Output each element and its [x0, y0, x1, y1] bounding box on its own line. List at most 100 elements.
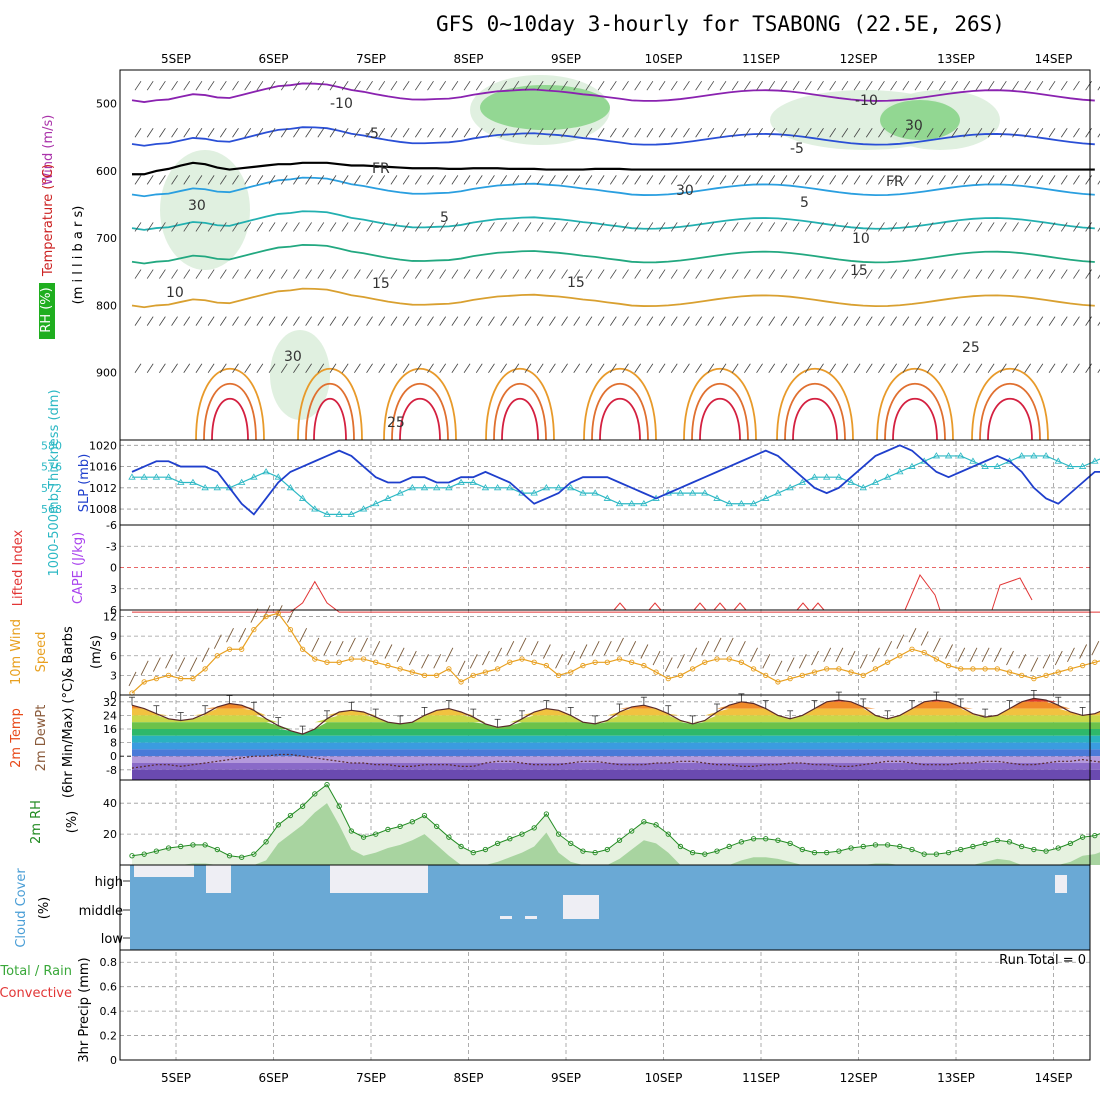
thickness-point: [347, 510, 356, 517]
wind-barb: [780, 175, 788, 185]
wind-barb: [561, 222, 568, 232]
wind-barb: [280, 222, 288, 232]
wind-barb: [524, 363, 532, 373]
y-axis-label: 2m DewPt: [34, 705, 49, 772]
wind-speed-line-point: [507, 659, 513, 665]
wind-barb: [427, 269, 434, 279]
wind-barb: [999, 222, 1007, 232]
wind-barb: [146, 269, 154, 279]
wind-barb: [439, 175, 447, 185]
wind-barb: [1036, 80, 1044, 91]
warm-contour-loop: [699, 398, 741, 441]
wind-barb: [414, 316, 422, 326]
warm-contour-loop: [784, 383, 846, 441]
contour-label: 25: [962, 340, 980, 356]
wind-barb: [500, 175, 507, 185]
wind-speed-line-point: [434, 672, 440, 679]
wind-barb: [177, 657, 186, 672]
wind-speed-line-point: [336, 659, 342, 665]
wind-barb: [207, 128, 215, 138]
wind-barb: [963, 128, 971, 138]
wind-speed-line-point: [811, 669, 818, 675]
wind-barb: [1073, 128, 1080, 138]
y-axis-label: 2m RH: [29, 800, 44, 844]
y-axis-label: SLP (mb): [77, 454, 92, 513]
wind-barb: [433, 654, 442, 669]
wind-barb: [171, 80, 178, 91]
wind-speed-line-point: [750, 666, 757, 672]
wind-barb: [999, 128, 1007, 138]
wind-barb: [530, 641, 539, 656]
wind-barb: [774, 660, 783, 676]
wind-barb: [719, 316, 727, 326]
wind-barb: [134, 316, 142, 326]
wind-barb: [488, 175, 495, 185]
cloud-cell: [500, 916, 512, 919]
wind-barb: [146, 80, 154, 91]
rh-line-point: [787, 840, 793, 847]
thickness-point: [847, 478, 855, 485]
wind-barb: [280, 175, 288, 185]
wind-barb: [1024, 128, 1032, 138]
wind-barb: [146, 316, 154, 326]
wind-barb: [366, 316, 373, 326]
y-axis-label: 2m Temp: [9, 708, 24, 768]
wind-barb: [414, 128, 422, 138]
wind-barb: [305, 222, 312, 232]
wind-speed-line-point: [178, 676, 184, 682]
lifted-index-bump: [693, 602, 707, 611]
wind-barb: [597, 80, 605, 91]
wind-barb: [914, 175, 922, 185]
wind-barb: [798, 654, 807, 669]
wind-barb: [146, 128, 154, 138]
wind-barb: [847, 650, 856, 666]
date-label-bottom: 12SEP: [840, 1071, 878, 1085]
run-total-label: Run Total = 0: [999, 953, 1086, 968]
thickness-point: [384, 494, 392, 501]
rh-line-point: [592, 849, 598, 856]
wind-speed-line-point: [763, 672, 769, 679]
wind-barb: [859, 654, 868, 669]
wind-barb: [354, 80, 361, 91]
wind-barb: [719, 80, 727, 91]
wind-barb: [573, 128, 581, 138]
wind-barb: [500, 128, 507, 138]
wind-barb: [1085, 80, 1092, 91]
wind-barb: [475, 80, 483, 91]
wind-barb: [171, 316, 178, 326]
wind-barb: [658, 222, 666, 232]
thickness-point: [201, 484, 209, 491]
wind-barb: [878, 175, 885, 185]
wind-barb: [603, 641, 612, 656]
wind-barb: [518, 637, 527, 653]
thickness-point: [335, 510, 343, 517]
wind-barb: [378, 269, 386, 279]
thickness-point: [859, 484, 867, 491]
date-label-top: 6SEP: [258, 52, 288, 66]
wind-barb: [159, 316, 166, 326]
wind-speed-line-point: [775, 679, 781, 685]
wind-barb: [1012, 269, 1019, 279]
wind-barb: [622, 222, 629, 232]
y-tick-label: 32: [103, 696, 117, 709]
wind-barb: [1024, 80, 1032, 91]
wind-barb: [457, 660, 466, 676]
wind-barb: [439, 363, 447, 373]
wind-barb: [902, 80, 910, 91]
wind-barb: [1042, 654, 1051, 669]
wind-barb: [256, 128, 264, 138]
wind-barb: [1036, 363, 1044, 373]
thickness-point: [725, 499, 733, 507]
wind-barb: [811, 650, 819, 666]
wind-barb: [585, 222, 593, 232]
wind-barb: [482, 650, 490, 666]
wind-barb: [561, 175, 568, 185]
wind-barb: [524, 175, 532, 185]
wind-barb: [274, 605, 283, 620]
wind-barb: [439, 316, 447, 326]
wind-barb: [890, 316, 897, 326]
line-layer: [128, 80, 1100, 860]
wind-barb: [567, 650, 576, 666]
wind-barb: [585, 316, 593, 326]
wind-barb: [951, 128, 958, 138]
